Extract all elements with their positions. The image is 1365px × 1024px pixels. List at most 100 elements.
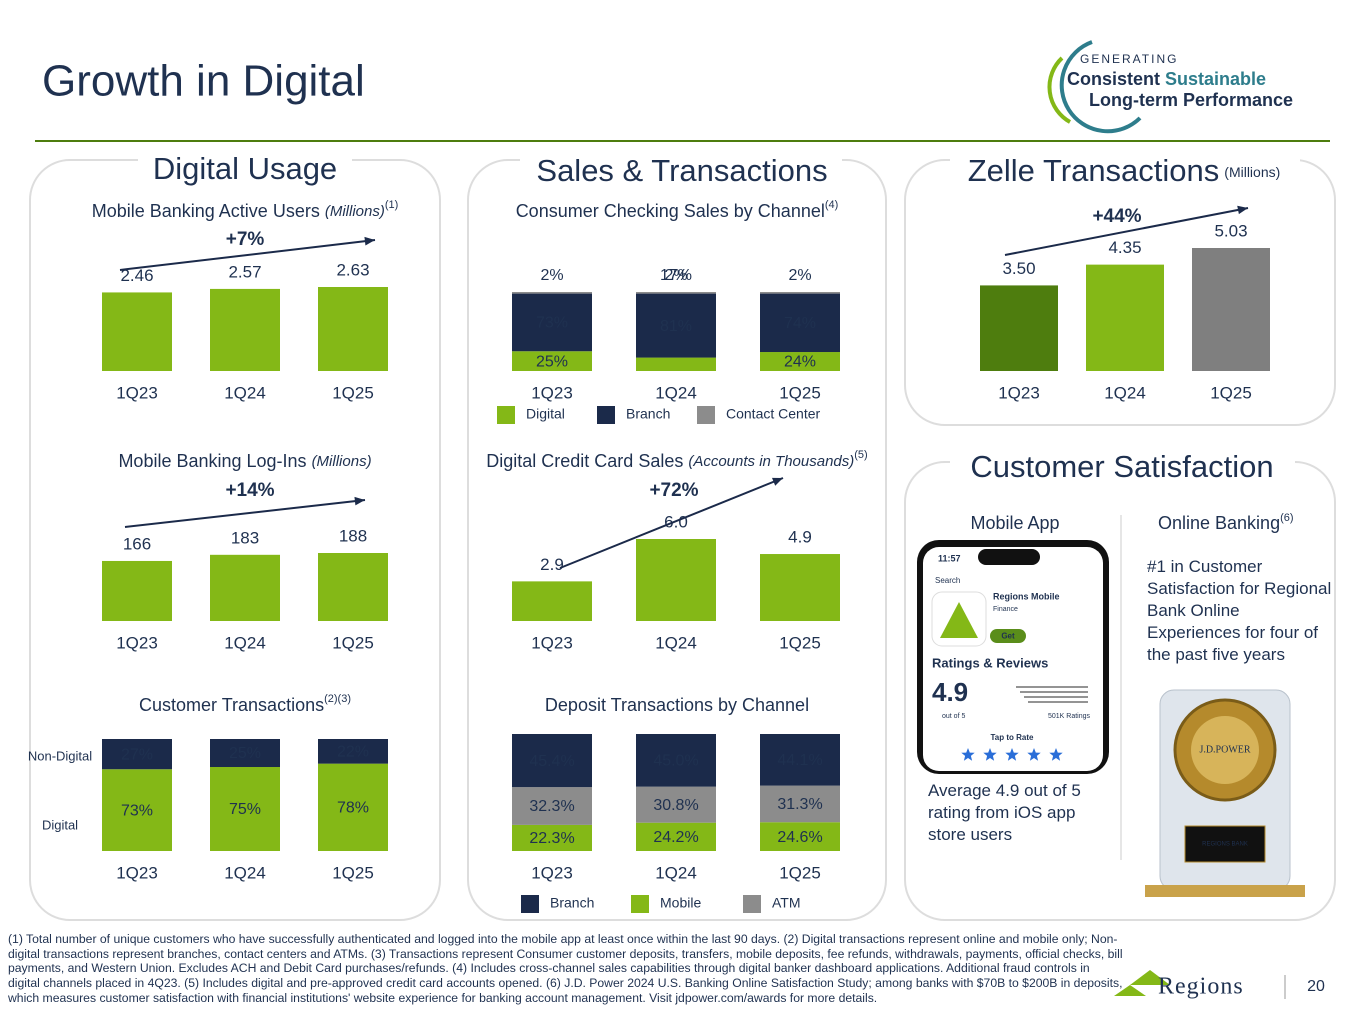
logo-line: Long-term Performance (1089, 90, 1293, 110)
get-label: Get (1001, 632, 1015, 641)
data-label: 25% (229, 745, 261, 762)
bar-segment (760, 292, 840, 294)
legend-label: ATM (772, 895, 801, 911)
arrow-head (772, 477, 783, 486)
x-tick-label: 1Q23 (116, 383, 158, 402)
chart-subtitle: (Accounts in Thousands) (688, 453, 854, 470)
bar (210, 554, 280, 621)
chart-title: Mobile Banking Active Users (Millions)(1) (92, 199, 399, 221)
x-tick-label: 1Q24 (655, 633, 697, 652)
x-tick-label: 1Q24 (655, 863, 697, 882)
chart-title: Customer Transactions(2)(3) (139, 693, 351, 715)
chart-subtitle: (Millions) (325, 203, 385, 220)
data-label: 4.9 (788, 528, 812, 547)
data-label: 27% (121, 746, 153, 763)
legend-label: Branch (626, 406, 670, 422)
chart-title-text: Digital Credit Card Sales (486, 451, 683, 471)
bar-segment (102, 739, 172, 770)
get-button (990, 629, 1026, 643)
app-icon-mark (940, 602, 978, 638)
bar (512, 581, 592, 621)
panel-title-bg (520, 148, 842, 178)
bar-segment (760, 734, 840, 786)
chart-title: Zelle Transactions (Millions) (968, 153, 1281, 188)
bar (1086, 264, 1164, 371)
legend-label: Digital (42, 817, 78, 832)
sub-heading: Mobile App (970, 513, 1059, 533)
chart-note: (1) (385, 199, 398, 211)
chart-title-text: Consumer Checking Sales by Channel (516, 201, 825, 221)
bar (102, 560, 172, 621)
rating-scale: out of 5 (942, 713, 965, 720)
bar-segment (210, 767, 280, 851)
star (1049, 748, 1063, 761)
trend-arrow (119, 239, 376, 271)
bar-segment (636, 786, 716, 823)
chart-title-text: Mobile Banking Log-Ins (118, 451, 306, 471)
data-label: 3.50 (1002, 259, 1035, 278)
trend-arrow (1004, 207, 1249, 256)
data-label: 81% (660, 318, 692, 335)
bar-segment (512, 824, 592, 851)
bar (1192, 248, 1270, 371)
trophy-medal-inner (1191, 716, 1259, 784)
x-tick-label: 1Q23 (998, 383, 1040, 402)
legend-label: Digital (526, 406, 565, 422)
panel-title-bg (950, 148, 1300, 178)
data-label: 45.0% (653, 753, 698, 770)
data-label: 31.3% (777, 796, 822, 813)
app-caption: Average 4.9 out of 5 rating from iOS app… (928, 781, 1081, 845)
data-label: 2% (664, 267, 687, 284)
data-label: 2.57 (228, 262, 261, 281)
bar-segment (636, 357, 716, 371)
arrow-head (354, 496, 365, 506)
trophy-plaque (1184, 825, 1266, 863)
chart-title: Digital Credit Card Sales (Accounts in Th… (486, 449, 867, 471)
page-number: 20 (1307, 978, 1325, 995)
data-label: 73% (121, 802, 153, 819)
legend-swatch (697, 406, 715, 424)
legend-label: Contact Center (726, 406, 820, 422)
data-label: 25% (536, 353, 568, 370)
bar-segment (760, 293, 840, 353)
annotation: +14% (225, 480, 274, 501)
data-label: 32.3% (529, 798, 574, 815)
legend-swatch (497, 406, 515, 424)
bar (760, 554, 840, 621)
data-label: 2.46 (120, 266, 153, 285)
data-label: 17% (660, 267, 692, 284)
trend-arrow (559, 477, 784, 569)
star (961, 748, 975, 761)
data-label: 22% (337, 744, 369, 761)
legend-swatch (521, 895, 539, 913)
bar-segment (512, 787, 592, 825)
panel-title: Customer Satisfaction (970, 449, 1273, 484)
chart-note: (2)(3) (324, 693, 351, 705)
trophy-brand: J.D.POWER (1199, 744, 1250, 755)
data-label: 188 (339, 526, 367, 545)
arrow-head (1237, 205, 1248, 215)
phone-time: 11:57 (938, 553, 961, 563)
bar-segment (636, 293, 716, 358)
bar (980, 285, 1058, 371)
chart-title-text: Deposit Transactions by Channel (545, 695, 809, 715)
brand-name: Regions (1158, 974, 1244, 1000)
legend-swatch (597, 406, 615, 424)
data-label: 2% (788, 267, 811, 284)
chart-title: Consumer Checking Sales by Channel(4) (516, 199, 839, 221)
bar (210, 288, 280, 371)
data-label: 2% (540, 267, 563, 284)
phone-back: Search (935, 576, 960, 585)
data-label: 73% (536, 315, 568, 332)
data-label: 2.9 (540, 555, 564, 574)
sub-heading: Online Banking(6) (1158, 512, 1294, 533)
annotation: +7% (226, 229, 265, 250)
data-label: 44.1% (777, 752, 822, 769)
ratings-heading: Ratings & Reviews (932, 655, 1048, 670)
data-label: 24% (784, 354, 816, 371)
brand-mark (1114, 985, 1146, 996)
data-label: 45.4% (529, 753, 574, 770)
chart-title: Mobile Banking Log-Ins (Millions) (118, 451, 371, 471)
